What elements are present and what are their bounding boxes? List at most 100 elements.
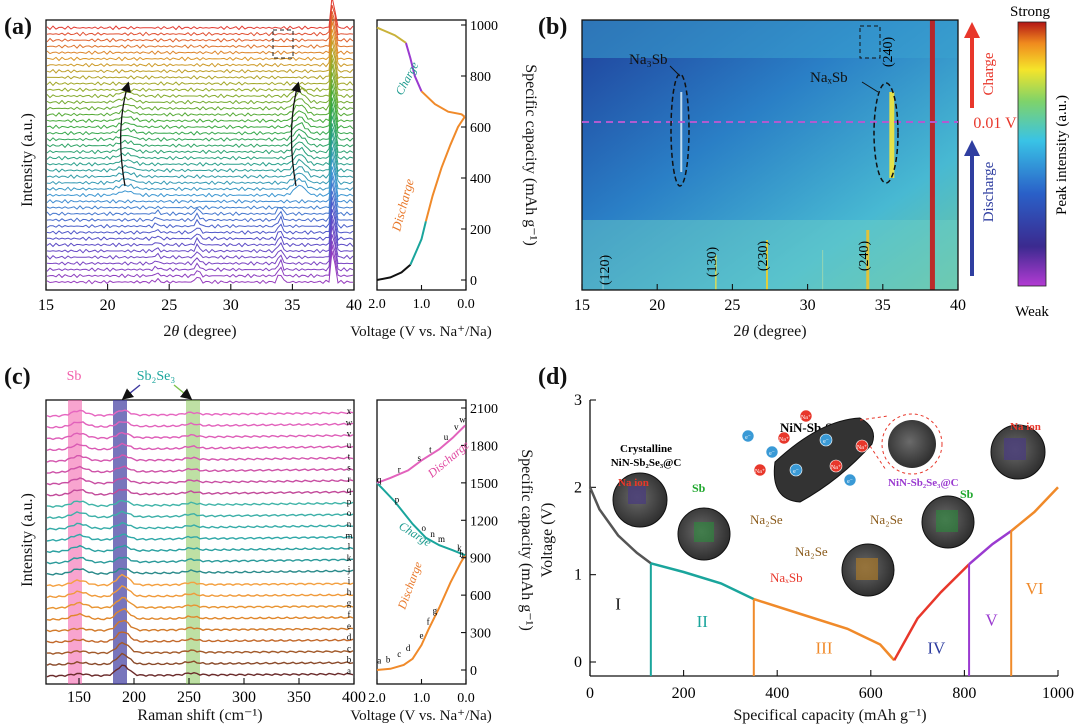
raman-trace — [46, 584, 354, 599]
xtick-label: 30 — [800, 297, 816, 314]
panel-a-xrd-traces — [46, 0, 354, 285]
panel-d-naxsb-particle — [841, 543, 895, 597]
xrd-trace — [46, 54, 354, 87]
ytick-label: 3 — [574, 392, 582, 409]
xrd-trace — [46, 64, 354, 99]
region-label: VI — [1026, 579, 1044, 598]
region-label: II — [697, 612, 709, 631]
electron-label: e⁻ — [847, 479, 853, 485]
raman-trace — [46, 421, 354, 429]
raman-trace — [46, 573, 354, 588]
xrd-trace — [46, 58, 354, 93]
sodium-ion — [799, 409, 813, 423]
side-ytick-label: 1500 — [470, 477, 498, 492]
side-xtick-label: 0.0 — [457, 297, 475, 312]
trace-letter: v — [347, 429, 352, 439]
peak-line — [822, 250, 824, 290]
side-point-letter: c — [397, 649, 401, 659]
side-xtick-label: 1.0 — [413, 297, 431, 312]
panel-b-bottom-band — [582, 220, 958, 290]
panel-b-peak-lines — [602, 20, 935, 290]
panel-d-na-ion-left: Na ion — [618, 477, 649, 489]
xtick-label: 30 — [223, 297, 239, 314]
side-ytick-label: 1200 — [470, 514, 498, 529]
side-point-letter: n — [430, 529, 435, 539]
sodium-ion-label: Na⁺ — [779, 437, 789, 443]
voltage-segment — [588, 486, 652, 565]
panel-c-side-ylabel: Specific capacity (mAh g⁻¹) — [518, 449, 535, 631]
panel-b-colorbar-bottom: Weak — [1015, 304, 1049, 320]
raman-trace — [46, 568, 354, 576]
peak-label: (240) — [857, 241, 872, 272]
xrd-trace — [46, 28, 354, 62]
xrd-trace — [46, 240, 354, 273]
peak-line — [866, 230, 870, 290]
raman-trace — [46, 442, 354, 452]
raman-trace — [46, 607, 354, 621]
raman-trace — [46, 631, 354, 644]
side-ytick-label: 800 — [470, 70, 491, 85]
xtick-label: 40 — [950, 297, 966, 314]
sodium-ion — [829, 459, 843, 473]
xrd-trace — [46, 47, 354, 80]
sodium-ion-label: Na⁺ — [831, 465, 841, 471]
panel-a: (a) 15 20 25 30 35 40 Intensity (a.u.) 2θ (de… — [4, 0, 539, 340]
xrd-trace — [46, 158, 354, 192]
panel-d-far-right-particle — [990, 424, 1046, 480]
side-point-letter: e — [420, 630, 424, 640]
raman-trace — [46, 664, 354, 678]
trace-letter: q — [347, 485, 352, 495]
voltage-segment — [376, 424, 466, 484]
xrd-trace — [46, 102, 354, 136]
panel-b-xlabel: 2θ (degree) — [733, 323, 806, 340]
panel-d-crystalline-label-2: NiN-Sb₂Se₃@C — [611, 457, 682, 469]
xrd-trace — [46, 72, 354, 105]
side-point-letter: h — [459, 549, 464, 559]
xtick-label: 350 — [287, 689, 311, 706]
xrd-trace — [46, 21, 354, 56]
panel-d-voltage-profile — [588, 486, 1059, 662]
trace-letter: d — [347, 632, 352, 642]
sodium-ion — [855, 439, 869, 453]
xtick-label: 200 — [122, 689, 146, 706]
xtick-label: 600 — [859, 685, 883, 702]
side-point-letter: p — [395, 494, 400, 504]
side-ytick-label: 2100 — [470, 402, 498, 417]
peak-line — [602, 255, 604, 290]
trace-letter: o — [347, 508, 352, 518]
side-point-letter: u — [444, 432, 449, 442]
panel-b: (b) Na₃Sb NaₓSb (120) (130) (230) (240) (240… — [538, 4, 1070, 340]
sodium-ion-label: Na⁺ — [801, 415, 811, 421]
trace-letter: m — [345, 530, 352, 540]
panel-d-crystalline-particle — [612, 472, 668, 528]
panel-d-sb-label: Sb — [692, 481, 706, 495]
side-ytick-label: 600 — [470, 121, 491, 136]
voltage-segment — [1010, 486, 1059, 532]
voltage-segment — [376, 554, 466, 671]
electron-label: e⁻ — [793, 469, 799, 475]
panel-d-ions: e⁻ e⁻ Na⁺ e⁻ Na⁺ e⁻ e⁻ Na⁺ Na⁺ Na⁺ — [741, 409, 869, 487]
panel-c-ylabel: Intensity (a.u.) — [19, 493, 36, 587]
electron-label: e⁻ — [745, 435, 751, 441]
side-xtick-label: 2.0 — [368, 297, 386, 312]
xtick-label: 35 — [284, 297, 300, 314]
side-ytick-label: 1800 — [470, 439, 498, 454]
panel-b-naxsb-pointer — [861, 81, 879, 93]
panel-a-charge-label: Charge — [392, 59, 421, 98]
xtick-label: 250 — [177, 689, 201, 706]
panel-d-naxsb-label: NaₓSb — [770, 570, 803, 585]
xtick-label: 15 — [574, 297, 590, 314]
panel-d: (d) 0 200 400 600 800 1000 0 1 2 3 Voltage (V) Sp… — [538, 364, 1074, 724]
peak-line — [889, 92, 895, 178]
electron-label: e⁻ — [769, 451, 775, 457]
peak-line — [715, 255, 717, 290]
electron — [789, 463, 803, 477]
trace-letter: f — [348, 610, 351, 620]
xrd-trace — [46, 171, 354, 204]
xrd-trace — [46, 146, 354, 180]
panel-d-sb-right: Sb — [960, 487, 974, 501]
side-ytick-label: 0 — [470, 664, 477, 679]
panel-a-xticks: 15 20 25 30 35 40 — [38, 284, 362, 314]
trace-letter: s — [347, 463, 351, 473]
panel-b-charge-arrowhead — [964, 22, 980, 38]
